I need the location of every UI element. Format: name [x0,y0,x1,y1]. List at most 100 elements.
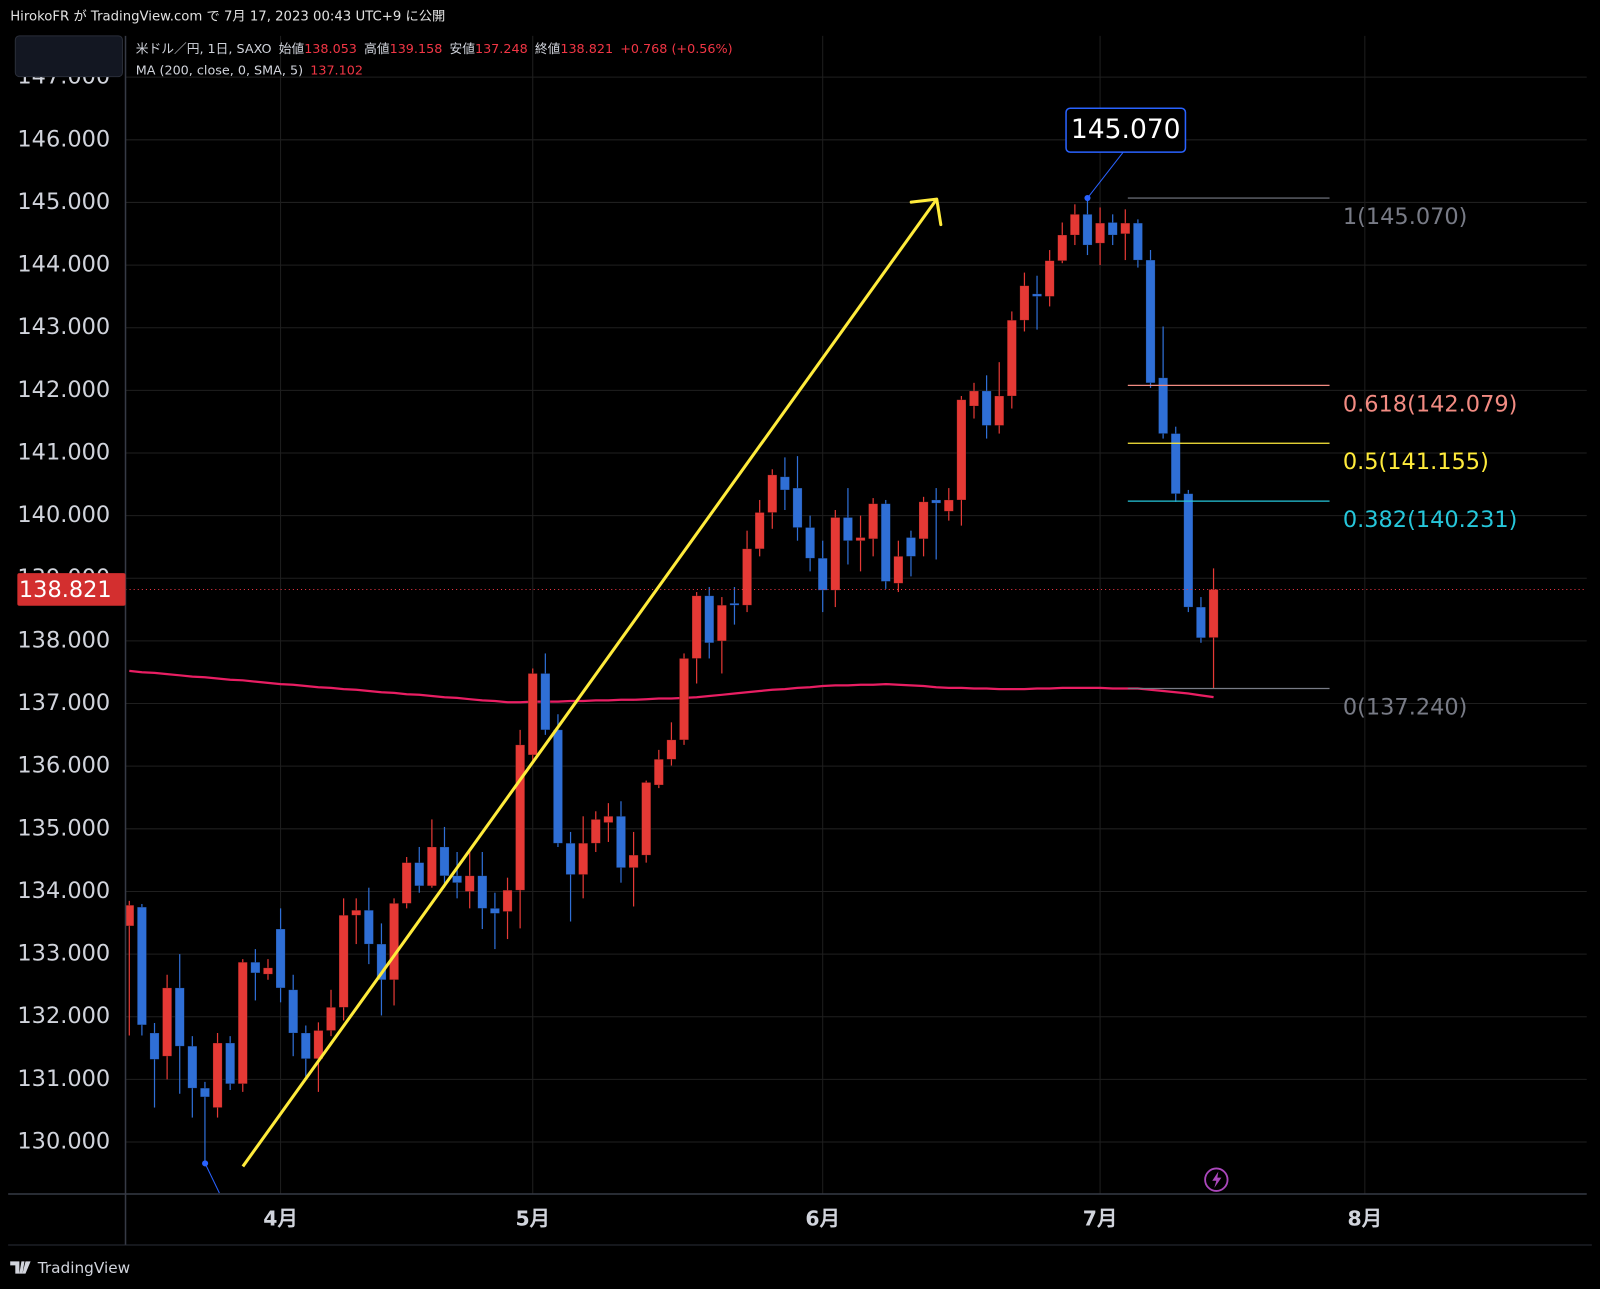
candle-body [918,501,929,540]
x-tick-label: 7月 [1083,1207,1118,1231]
candle-body [401,862,412,904]
candle-body [578,842,589,875]
peak-leader [1087,151,1124,199]
candle-body [363,909,374,945]
candle-body [628,854,639,868]
candle-body [149,1032,160,1060]
candle-body [426,846,437,887]
y-tick-label: 142.000 [17,377,110,403]
candle-body [1120,222,1131,235]
y-tick-label: 131.000 [17,1066,110,1092]
y-tick-label: 137.000 [17,690,110,716]
y-tick-label: 134.000 [17,878,110,904]
candle-body [490,908,500,914]
alert-icon[interactable] [1204,1167,1229,1192]
candle-body [994,395,1005,426]
candle-body [1107,222,1118,236]
candle-body [843,517,853,541]
fib-label: 0(137.240) [1343,694,1468,720]
trend-arrow [241,198,938,1168]
candle-body [754,512,765,550]
y-tick-label: 132.000 [17,1003,110,1029]
y-tick-label: 143.000 [17,314,110,340]
candle-body [729,603,740,606]
candle-body [767,474,778,513]
candle-body [653,758,664,786]
y-tick-label: 145.000 [17,189,110,215]
legend-ohlc-value: 137.248 [475,42,528,57]
candle-body [616,815,626,868]
candle-body [1019,285,1030,321]
candle-body [527,673,538,756]
candle-body [326,1007,336,1031]
legend-ma: MA (200, close, 0, SMA, 5) 137.102 [136,63,363,78]
plot [125,198,1587,1164]
candle-body [414,862,425,887]
x-tick-label: 4月 [263,1207,298,1231]
y-tick-label: 141.000 [17,439,110,465]
peak-dot [1084,194,1091,202]
candle-body [275,928,286,989]
alert-bolt [1212,1171,1222,1188]
candle-body [200,1087,210,1098]
candle-body [351,909,362,916]
peak-box [1065,107,1187,153]
candle-body [1183,493,1194,608]
y-tick-label: 136.000 [17,753,110,779]
candle-body [300,1032,311,1059]
candle-body [1082,214,1093,246]
legend-change: +0.768 (+0.56%) [620,42,732,57]
legend-ohlc-label: 始値 [279,41,305,57]
brand-text: TradingView [37,1259,130,1277]
overlay: 1(145.070) 0.618(142.079) 0.5(141.155) 0.38… [202,107,1518,1194]
candle-body [1057,234,1068,262]
y-tick-label: 144.000 [17,252,110,278]
candle-body [212,1042,223,1108]
candle-body [187,1045,198,1089]
fib-label: 0.618(142.079) [1343,391,1518,417]
y-tick-label: 130.000 [17,1129,110,1155]
fib-label: 1(145.070) [1343,204,1468,230]
candle-body [477,875,488,909]
y-tick-label: 146.000 [17,126,110,152]
candle-body [1196,606,1206,639]
candle-body [452,875,462,883]
price-label: 138.821 [19,577,112,603]
candle-body [540,673,551,731]
header-text: HirokoFR が TradingView.com で 7月 17, 2023… [10,8,445,24]
peak-text: 145.070 [1071,114,1181,145]
candle-body [1069,214,1080,236]
candle-body [263,967,273,975]
candle-body [969,390,979,407]
candle-body [515,744,526,891]
candle-body [1158,377,1169,434]
candle-body [464,875,475,892]
candle-body [1006,319,1017,397]
candle-body [817,557,828,591]
legend-ohlc-label: 終値 [535,41,561,57]
legend-ohlc-label: 高値 [364,41,390,57]
candle-body [1170,433,1181,495]
candle-body [779,476,790,491]
y-tick-label: 138.000 [17,627,110,653]
x-tick-label: 8月 [1348,1207,1383,1231]
candle-body [389,903,399,981]
legend-ohlc: 米ドル／円, 1日, SAXO 始値138.053 高値139.158 安値137.2… [136,41,733,57]
candle-body [502,889,513,912]
low-leader [204,1163,220,1194]
brand-logo [10,1261,31,1274]
y-tick-label: 133.000 [17,941,110,967]
y-tick-label: 140.000 [17,502,110,528]
candle-body [1145,259,1156,384]
candle-body [376,943,387,981]
candle-body [830,517,841,591]
legend-ohlc-label: 安値 [449,41,475,57]
legend-ohlc-value: 138.053 [304,42,357,57]
candle-body [338,914,349,1008]
arrow-head [909,197,943,227]
symbol-box[interactable] [14,35,123,78]
candle-body [288,989,299,1034]
fib-label: 0.382(140.231) [1343,507,1518,533]
